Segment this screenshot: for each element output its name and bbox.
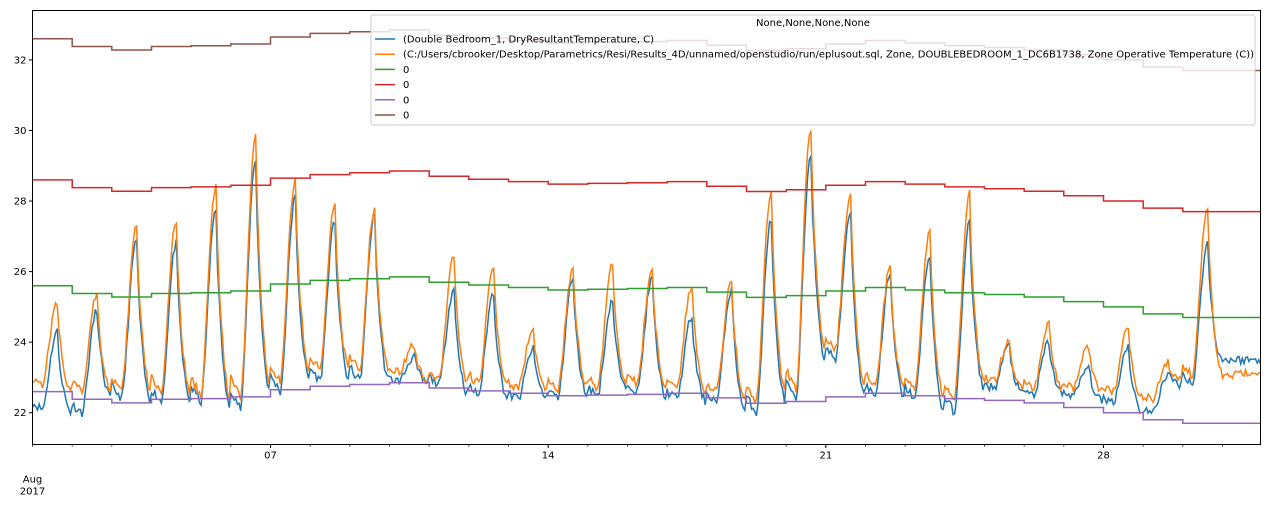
y-tick-label: 26 <box>14 267 27 278</box>
step-line-2 <box>32 170 1261 213</box>
step-line-1 <box>32 276 1261 319</box>
y-tick-label: 30 <box>14 126 27 137</box>
x-tick-label: 21 <box>819 451 832 462</box>
x-tick-label-year: 2017 <box>20 487 45 498</box>
legend-label: 0 <box>403 80 409 91</box>
y-tick-label: 28 <box>14 197 27 208</box>
y-tick-label: 32 <box>14 55 27 66</box>
y-tick-label: 24 <box>14 338 27 349</box>
legend-entries: (Double Bedroom_1, DryResultantTemperatu… <box>375 35 1254 122</box>
legend-title: None,None,None,None <box>756 18 870 29</box>
legend-label: 0 <box>403 111 409 122</box>
legend-label: 0 <box>403 65 409 76</box>
legend-box <box>370 14 1256 126</box>
x-tick-label-month: Aug <box>23 475 43 486</box>
legend-label: (C:/Users/cbrooker/Desktop/Parametrics/R… <box>403 50 1254 61</box>
x-tick-label: 07 <box>264 451 277 462</box>
legend-label: 0 <box>403 95 409 106</box>
series-line-2 <box>32 130 1261 405</box>
plot-frame <box>32 10 1261 445</box>
y-tick-label: 22 <box>14 408 27 419</box>
legend-label: (Double Bedroom_1, DryResultantTemperatu… <box>403 35 654 46</box>
legend: None,None,None,None (Double Bedroom_1, D… <box>370 14 1256 126</box>
step-line-3 <box>32 382 1261 425</box>
x-tick-label: 14 <box>542 451 555 462</box>
x-tick-label: 28 <box>1097 451 1110 462</box>
